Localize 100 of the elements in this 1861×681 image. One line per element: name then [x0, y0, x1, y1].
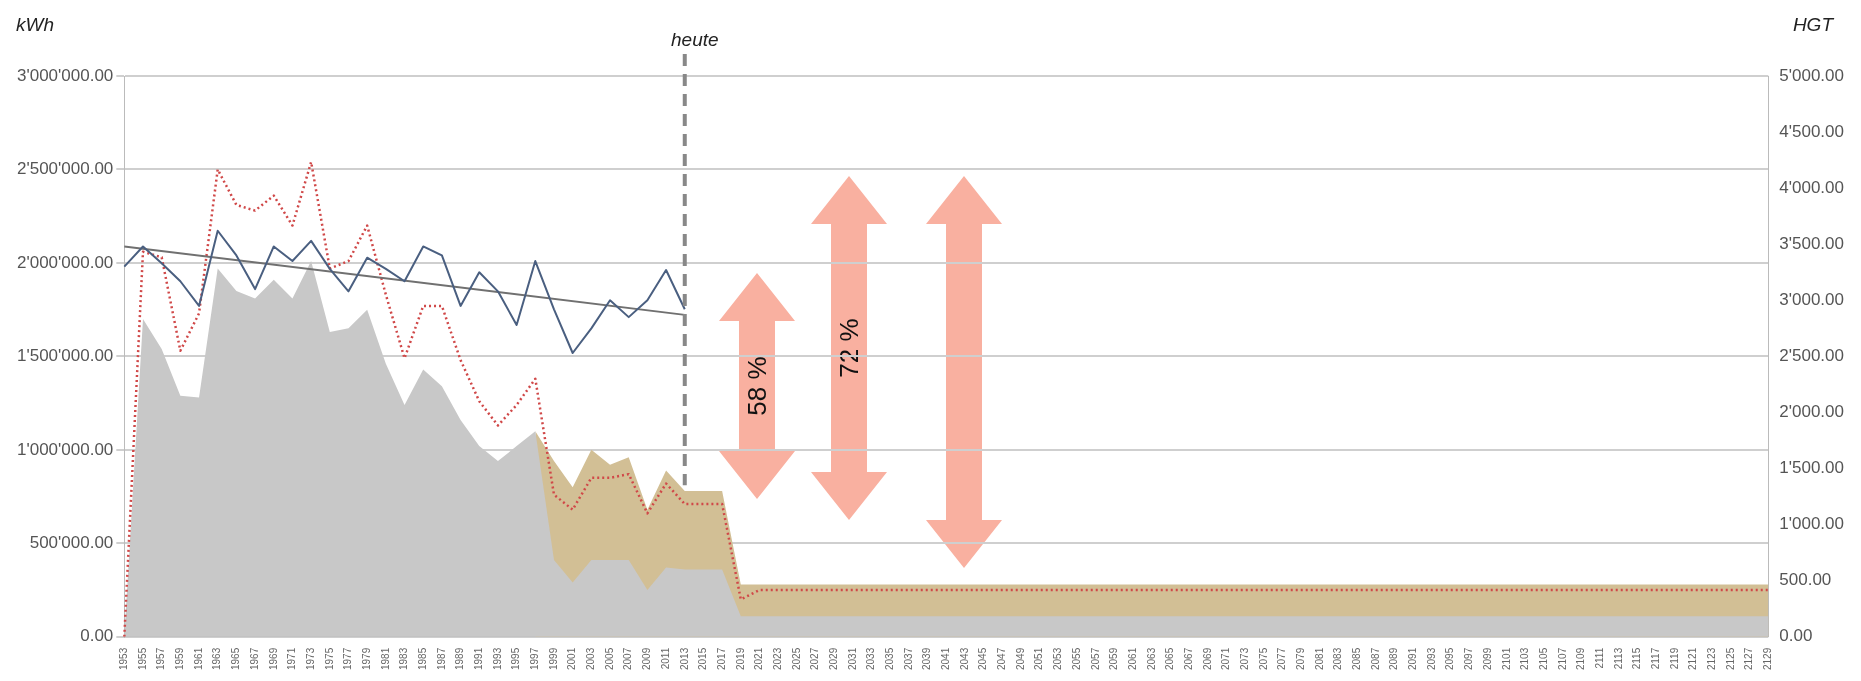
y2-tick-label: 500.00: [1779, 570, 1832, 590]
x-tick-label: 2041: [940, 647, 952, 670]
x-tick-label: 2123: [1706, 647, 1718, 670]
x-tick-label: 2109: [1575, 647, 1587, 670]
x-tick-label: 2075: [1257, 647, 1269, 670]
x-tick-label: 2101: [1500, 647, 1512, 670]
x-tick-label: 2029: [827, 647, 839, 670]
x-tick-label: 2017: [715, 647, 727, 670]
x-tick-label: 1955: [136, 647, 148, 670]
x-tick-label: 2057: [1089, 647, 1101, 670]
x-tick-label: 2063: [1145, 647, 1157, 670]
x-tick-label: 1975: [323, 647, 335, 670]
y-tick-label: 2'000'000.00: [16, 252, 114, 272]
y-tick-label: 500'000.00: [29, 532, 114, 552]
x-tick-label: 2031: [846, 647, 858, 670]
x-tick-label: 1967: [248, 647, 260, 670]
x-tick-label: 2119: [1668, 647, 1680, 670]
x-tick-label: 2005: [603, 647, 615, 670]
x-tick-label: 2051: [1033, 647, 1045, 670]
y2-tick-label: 4'000.00: [1779, 177, 1845, 197]
y2-tick-label: 0.00: [1779, 626, 1813, 646]
x-tick-label: 1977: [342, 647, 354, 670]
x-tick-label: 2085: [1351, 647, 1363, 670]
x-tick-label: 2071: [1220, 647, 1232, 670]
x-tick-label: 2115: [1631, 647, 1643, 670]
y2-tick-label: 3'000.00: [1779, 289, 1845, 309]
x-tick-label: 1957: [155, 647, 167, 670]
y-tick-label: 1'000'000.00: [16, 439, 114, 459]
x-tick-label: 1991: [473, 647, 485, 670]
x-tick-label: 1953: [118, 647, 130, 670]
x-tick-label: 1983: [398, 647, 410, 670]
y2-tick-label: 5'000.00: [1779, 65, 1845, 85]
x-tick-label: 2015: [697, 647, 709, 670]
x-tick-label: 2001: [566, 647, 578, 670]
x-tick-label: 2091: [1407, 647, 1419, 670]
x-tick-label: 2043: [958, 647, 970, 670]
y2-tick-label: 4'500.00: [1779, 121, 1845, 141]
x-tick-label: 1987: [435, 647, 447, 670]
x-tick-label: 2023: [771, 647, 783, 670]
y2-tick-label: 3'500.00: [1779, 233, 1845, 253]
x-tick-label: 2097: [1463, 647, 1475, 670]
x-tick-label: 2113: [1612, 647, 1624, 670]
x-tick-label: 2061: [1126, 647, 1138, 670]
x-tick-label: 2003: [585, 647, 597, 670]
x-tick-label: 2125: [1724, 647, 1736, 670]
x-tick-label: 2069: [1201, 647, 1213, 670]
x-tick-label: 2007: [622, 647, 634, 670]
x-tick-label: 1973: [304, 647, 316, 670]
x-tick-label: 1981: [379, 647, 391, 670]
x-tick-label: 2077: [1276, 647, 1288, 670]
x-tick-label: 1971: [286, 647, 298, 670]
x-tick-label: 1989: [454, 647, 466, 670]
x-tick-label: 1961: [192, 647, 204, 670]
x-tick-label: 1995: [510, 647, 522, 670]
x-tick-label: 2045: [977, 647, 989, 670]
x-tick-label: 2035: [884, 647, 896, 670]
x-tick-label: 2065: [1164, 647, 1176, 670]
x-tick-label: 2013: [678, 647, 690, 670]
x-tick-label: 2089: [1388, 647, 1400, 670]
x-tick-label: 2127: [1743, 647, 1755, 670]
x-tick-label: 2103: [1519, 647, 1531, 670]
y-tick-label: 3'000'000.00: [16, 65, 114, 85]
x-tick-label: 2025: [790, 647, 802, 670]
y-tick-label: 2'500'000.00: [16, 159, 114, 179]
x-tick-label: 1959: [174, 647, 186, 670]
y2-tick-label: 2'500.00: [1779, 346, 1845, 366]
y2-tick-label: 1'000.00: [1779, 514, 1845, 534]
x-tick-label: 1963: [211, 647, 223, 670]
x-tick-label: 2009: [641, 647, 653, 670]
y-axis-title: kWh: [16, 13, 54, 35]
x-tick-label: 1999: [547, 647, 559, 670]
x-tick-label: 2021: [753, 647, 765, 670]
x-tick-label: 2087: [1369, 647, 1381, 670]
x-tick-label: 1969: [267, 647, 279, 670]
x-tick-label: 2055: [1070, 647, 1082, 670]
x-tick-label: 2053: [1052, 647, 1064, 670]
y2-axis-title: HGT: [1792, 13, 1835, 35]
x-tick-label: 2093: [1425, 647, 1437, 670]
y-tick-label: 1'500'000.00: [16, 346, 114, 366]
x-tick-label: 2107: [1556, 647, 1568, 670]
y2-tick-label: 2'000.00: [1779, 402, 1845, 422]
ref-line-label: heute: [670, 28, 719, 50]
x-tick-label: 2129: [1762, 647, 1774, 670]
x-tick-label: 2121: [1687, 647, 1699, 670]
x-tick-label: 2019: [734, 647, 746, 670]
x-tick-label: 2099: [1481, 647, 1493, 670]
x-tick-label: 2105: [1537, 647, 1549, 670]
x-tick-label: 2047: [996, 647, 1008, 670]
x-tick-label: 2037: [902, 647, 914, 670]
x-tick-label: 2081: [1313, 647, 1325, 670]
x-tick-label: 1993: [491, 647, 503, 670]
x-tick-label: 2067: [1182, 647, 1194, 670]
x-tick-label: 2079: [1295, 647, 1307, 670]
x-tick-label: 2027: [809, 647, 821, 670]
x-tick-label: 2059: [1108, 647, 1120, 670]
x-tick-label: 1985: [416, 647, 428, 670]
x-tick-label: 2117: [1649, 647, 1661, 670]
y2-tick-label: 1'500.00: [1779, 458, 1845, 478]
x-tick-label: 2111: [1593, 647, 1605, 669]
x-tick-label: 1997: [529, 647, 541, 670]
